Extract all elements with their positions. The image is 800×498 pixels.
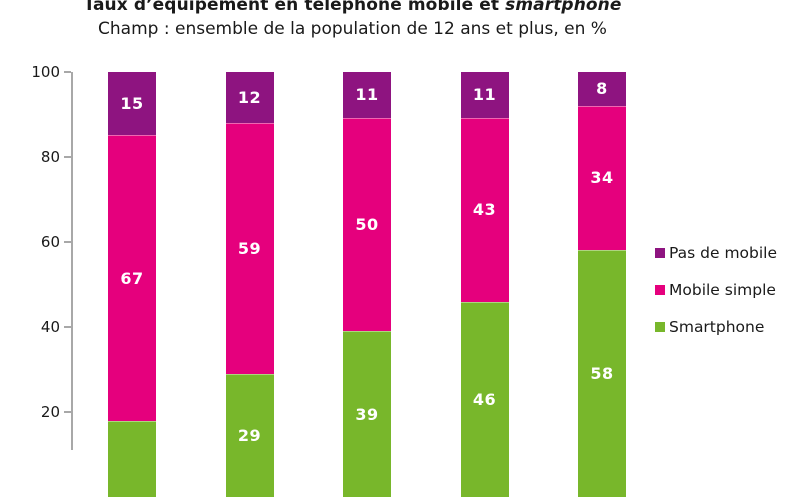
bar-segment-smartphone: 58 <box>578 250 626 498</box>
bar-segment-mobile-simple: 59 <box>225 122 274 374</box>
bar-segment-smartphone: 39 <box>343 331 391 498</box>
y-axis <box>71 71 73 450</box>
bar-value-label: 8 <box>596 79 608 99</box>
bar-segment-mobile-simple: 50 <box>343 118 391 332</box>
legend: Pas de mobile Mobile simple Smartphone <box>655 244 778 356</box>
bar-segment-smartphone: 29 <box>225 373 274 498</box>
bar-value-label: 34 <box>590 168 614 188</box>
y-axis-tick-label: 80 <box>40 147 60 166</box>
bar-value-label: 29 <box>237 426 262 446</box>
legend-label: Smartphone <box>669 318 765 336</box>
legend-swatch-icon <box>655 322 665 332</box>
bar-segment-pas-de-mobile: 12 <box>225 71 274 123</box>
chart-subtitle: Champ : ensemble de la population de 12 … <box>98 19 607 39</box>
y-axis-tick <box>64 411 71 414</box>
bar-segment-pas-de-mobile: 11 <box>460 71 509 119</box>
bar-value-label: 50 <box>355 215 379 235</box>
stacked-bar: 12 59 29 <box>225 71 274 498</box>
legend-label: Pas de mobile <box>669 244 778 262</box>
legend-label: Mobile simple <box>669 281 776 299</box>
bar-value-label: 39 <box>355 404 379 424</box>
y-axis-tick-label: 40 <box>40 318 60 337</box>
legend-item-smartphone: Smartphone <box>655 318 777 336</box>
bar-value-label: 58 <box>590 364 614 384</box>
stacked-bar: 15 67 <box>108 71 156 498</box>
equipment-rate-chart: Taux d’équipement en téléphone mobile et… <box>31 0 778 498</box>
bar-value-label: 11 <box>472 85 497 105</box>
bar-segment-mobile-simple: 43 <box>460 118 509 302</box>
bar-value-label: 15 <box>120 93 144 113</box>
stacked-bar: 8 34 58 <box>578 71 626 498</box>
bar-value-label: 43 <box>472 200 497 220</box>
bar-segment-smartphone <box>108 420 156 498</box>
legend-swatch-icon <box>655 248 665 258</box>
bar-value-label: 67 <box>120 268 144 288</box>
y-axis-tick <box>64 70 71 73</box>
y-axis-tick-label: 60 <box>40 232 60 251</box>
legend-item-mobile-simple: Mobile simple <box>655 281 777 299</box>
y-axis-tick-label: 20 <box>40 403 60 422</box>
legend-swatch-icon <box>655 285 665 295</box>
chart-title: Taux d’équipement en téléphone mobile et… <box>60 0 645 15</box>
bar-segment-mobile-simple: 67 <box>108 135 156 421</box>
chart-title-regular: Taux d’équipement en téléphone mobile et <box>83 0 506 15</box>
bar-segment-smartphone: 46 <box>460 301 509 498</box>
y-axis-tick <box>64 240 71 243</box>
stacked-bar: 11 50 39 <box>343 71 391 498</box>
bar-value-label: 59 <box>237 238 262 258</box>
y-axis-tick-label: 100 <box>31 62 60 81</box>
plot-area: 20 40 60 80 100 15 67 12 59 29 11 50 39 11 43 46 8 34 58 <box>31 62 626 498</box>
stacked-bar: 11 43 46 <box>460 71 509 498</box>
bar-segment-mobile-simple: 34 <box>578 105 626 251</box>
bar-value-label: 11 <box>355 85 379 105</box>
bar-segment-pas-de-mobile: 8 <box>578 71 626 106</box>
bar-segment-pas-de-mobile: 15 <box>108 71 156 136</box>
bar-value-label: 12 <box>237 87 262 107</box>
bar-value-label: 46 <box>472 390 497 409</box>
legend-item-pas-de-mobile: Pas de mobile <box>655 244 778 262</box>
y-axis-tick <box>64 326 71 329</box>
y-axis-tick <box>64 155 71 158</box>
bar-segment-pas-de-mobile: 11 <box>343 71 391 119</box>
chart-title-italic: smartphone <box>505 0 622 15</box>
